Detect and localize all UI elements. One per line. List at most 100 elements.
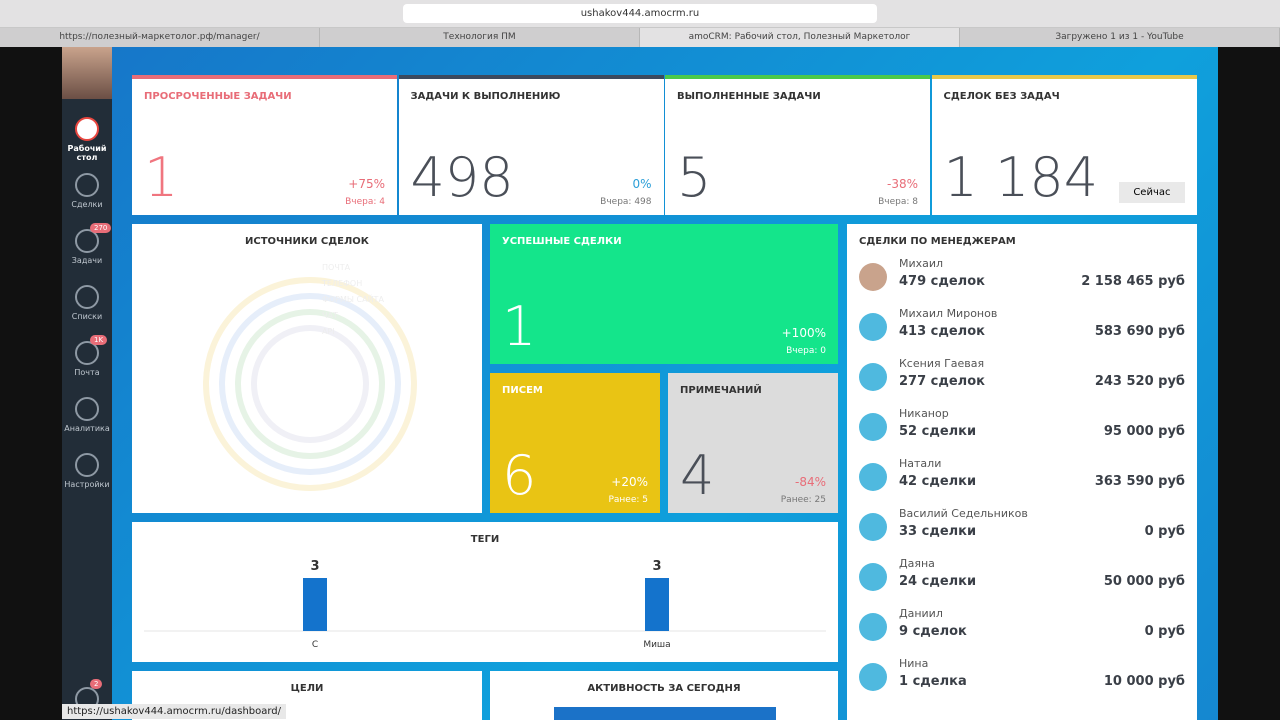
- manager-row[interactable]: Ксения Гаевая 277 сделок 243 520 руб: [859, 357, 1185, 403]
- tag-label: С: [312, 640, 318, 650]
- badge: 2: [90, 679, 103, 689]
- widget-title: ЗАДАЧИ К ВЫПОЛНЕНИЮ: [410, 91, 561, 102]
- tab[interactable]: amoCRM: Рабочий стол, Полезный Маркетоло…: [640, 28, 960, 47]
- widget-previous: Вчера: 4: [345, 197, 385, 207]
- widget-previous: Вчера: 498: [600, 197, 652, 207]
- manager-name: Никанор: [899, 407, 949, 420]
- widget-previous: Ранее: 5: [608, 495, 648, 505]
- tab[interactable]: Технология ПМ: [320, 28, 640, 47]
- manager-name: Михаил Миронов: [899, 307, 998, 320]
- manager-row[interactable]: Нина 1 сделка 10 000 руб: [859, 657, 1185, 703]
- manager-amount: 2 158 465 руб: [1081, 274, 1185, 289]
- widget-title: ВЫПОЛНЕННЫЕ ЗАДАЧИ: [677, 91, 821, 102]
- manager-row[interactable]: Василий Седельников 33 сделки 0 руб: [859, 507, 1185, 553]
- managers-widget: СДЕЛКИ ПО МЕНЕДЖЕРАМ Михаил 479 сделок 2 1…: [847, 224, 1197, 720]
- widget-value: 498: [410, 146, 514, 209]
- sources-widget: ИСТОЧНИКИ СДЕЛОК ПОЧТА ТЕЛЕФОН ФОРМЫ САЙТА…: [132, 224, 482, 513]
- tags-chart: 3 С 3 Миша: [144, 559, 826, 650]
- activity-widget: АКТИВНОСТЬ ЗА СЕГОДНЯ: [490, 671, 838, 720]
- now-button[interactable]: Сейчас: [1119, 182, 1185, 203]
- nav-item[interactable]: Сделки: [62, 173, 112, 209]
- avatar: [859, 263, 887, 291]
- nav-item[interactable]: Настройки: [62, 453, 112, 489]
- nav-label: Списки: [71, 312, 103, 321]
- sources-chart: [203, 277, 417, 491]
- avatar: [859, 363, 887, 391]
- avatar: [859, 313, 887, 341]
- manager-name: Михаил: [899, 257, 944, 270]
- widget-title: СДЕЛОК БЕЗ ЗАДАЧ: [943, 91, 1060, 102]
- stat-widget: ЗАДАЧИ К ВЫПОЛНЕНИЮ 498 0% Вчера: 498: [398, 75, 664, 215]
- legend-item: ФОРМЫ САЙТА: [322, 295, 384, 304]
- sidebar: Рабочий стол Сделки Задачи 270 Списки Почта 1K…: [62, 47, 112, 720]
- widget-title: СДЕЛКИ ПО МЕНЕДЖЕРАМ: [859, 236, 1016, 247]
- widget-change: +20%: [611, 475, 648, 489]
- nav-item[interactable]: Задачи 270: [62, 223, 112, 265]
- manager-row[interactable]: Даниил 9 сделок 0 руб: [859, 607, 1185, 653]
- nav-icon: [75, 453, 99, 477]
- manager-deals: 9 сделок: [899, 624, 967, 639]
- nav-icon: [75, 173, 99, 197]
- ring: [235, 309, 385, 459]
- stat-widget: СДЕЛОК БЕЗ ЗАДАЧ 1 184 Сейчас: [931, 75, 1197, 215]
- user-avatar: [62, 47, 112, 99]
- nav-label: Задачи: [71, 256, 103, 265]
- nav-item[interactable]: Рабочий стол: [62, 117, 112, 162]
- nav-icon: [75, 397, 99, 421]
- nav-item[interactable]: Аналитика: [62, 397, 112, 433]
- tab[interactable]: https://полезный-маркетолог.рф/manager/: [0, 28, 320, 47]
- manager-deals: 24 сделки: [899, 574, 977, 589]
- widget-change: +100%: [781, 326, 826, 340]
- browser-toolbar: ushakov444.amocrm.ru: [0, 0, 1280, 28]
- manager-name: Даниил: [899, 607, 943, 620]
- manager-amount: 50 000 руб: [1103, 574, 1185, 589]
- nav-label: Рабочий стол: [67, 144, 107, 162]
- nav-label: Настройки: [64, 480, 110, 489]
- widget-value: 1 184: [943, 146, 1099, 209]
- nav-item[interactable]: Списки: [62, 285, 112, 321]
- avatar: [859, 413, 887, 441]
- nav-item[interactable]: Почта 1K: [62, 335, 112, 377]
- tag-bar: [303, 578, 327, 631]
- tag-bar: [645, 578, 669, 631]
- nav-label: Аналитика: [64, 424, 110, 433]
- widget-change: -84%: [794, 475, 826, 489]
- manager-row[interactable]: Натали 42 сделки 363 590 руб: [859, 457, 1185, 503]
- avatar: [859, 663, 887, 691]
- notes-widget: ПРИМЕЧАНИЙ 4 -84% Ранее: 25: [668, 373, 838, 513]
- widget-previous: Ранее: 25: [780, 495, 826, 505]
- widget-value: 1: [144, 146, 179, 209]
- stat-widget: ПРОСРОЧЕННЫЕ ЗАДАЧИ 1 +75% Вчера: 4: [132, 75, 397, 215]
- manager-amount: 363 590 руб: [1094, 474, 1185, 489]
- manager-deals: 1 сделка: [899, 674, 967, 689]
- manager-deals: 42 сделки: [899, 474, 977, 489]
- tab[interactable]: Загружено 1 из 1 - YouTube: [960, 28, 1280, 47]
- address-bar[interactable]: ushakov444.amocrm.ru: [403, 4, 877, 23]
- widget-title: ТЕГИ: [470, 534, 500, 545]
- nav-icon: [75, 117, 99, 141]
- activity-bar: [554, 707, 776, 720]
- avatar: [859, 513, 887, 541]
- widget-title: ИСТОЧНИКИ СДЕЛОК: [245, 236, 369, 247]
- letters-widget: ПИСЕМ 6 +20% Ранее: 5: [490, 373, 660, 513]
- manager-name: Нина: [899, 657, 929, 670]
- widget-value: 5: [677, 146, 712, 209]
- manager-row[interactable]: Михаил 479 сделок 2 158 465 руб: [859, 257, 1185, 303]
- manager-amount: 243 520 руб: [1094, 374, 1185, 389]
- avatar: [859, 463, 887, 491]
- manager-row[interactable]: Никанор 52 сделки 95 000 руб: [859, 407, 1185, 453]
- ring: [203, 277, 417, 491]
- manager-row[interactable]: Даяна 24 сделки 50 000 руб: [859, 557, 1185, 603]
- manager-amount: 95 000 руб: [1103, 424, 1185, 439]
- legend-item: ТЕЛЕФОН: [322, 279, 363, 288]
- nav-icon: [75, 285, 99, 309]
- widget-title: АКТИВНОСТЬ ЗА СЕГОДНЯ: [587, 683, 741, 694]
- widget-title: ПРИМЕЧАНИЙ: [680, 385, 762, 396]
- manager-amount: 0 руб: [1144, 624, 1185, 639]
- badge: 1K: [90, 335, 108, 345]
- manager-amount: 0 руб: [1144, 524, 1185, 539]
- successful-widget: УСПЕШНЫЕ СДЕЛКИ 1 +100% Вчера: 0: [490, 224, 838, 364]
- legend-item: API: [322, 327, 335, 336]
- manager-row[interactable]: Михаил Миронов 413 сделок 583 690 руб: [859, 307, 1185, 353]
- legend-item: ПОЧТА: [322, 263, 351, 272]
